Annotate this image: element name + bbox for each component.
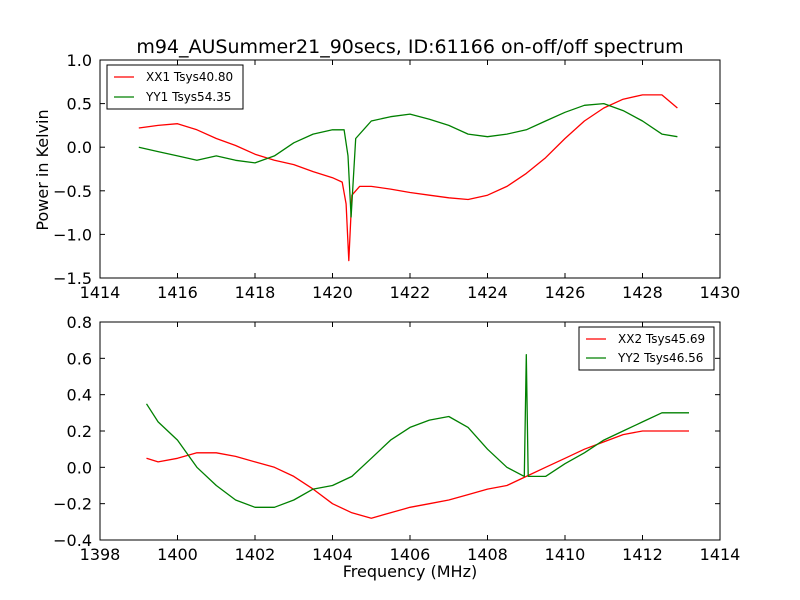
- top-x-tick-label: 1420: [312, 283, 353, 302]
- bottom-series-line-2: [145, 354, 689, 508]
- top-legend-label-xx1: XX1 Tsys40.80: [146, 70, 233, 84]
- bottom-plot-lines: [145, 354, 689, 519]
- bottom-x-tick-label: 1414: [700, 545, 741, 564]
- top-x-tick-label: 1428: [622, 283, 663, 302]
- top-plot-legend: XX1 Tsys40.80 YY1 Tsys54.35: [106, 64, 244, 110]
- top-x-tick-label: 1422: [390, 283, 431, 302]
- bottom-plot: Frequency (MHz) 1398 1400 1402 1404 1406 1408…: [53, 313, 740, 581]
- top-plot-y-axis-label: Power in Kelvin: [33, 109, 52, 230]
- top-plot-lines: [138, 94, 678, 262]
- bottom-legend-label-yy2: YY2 Tsys46.56: [617, 351, 703, 365]
- bottom-series-line-1: [146, 430, 689, 519]
- bottom-x-tick-label: 1412: [622, 545, 663, 564]
- top-x-tick-label: 1418: [235, 283, 276, 302]
- top-y-tick-label: −1.5: [53, 269, 92, 288]
- top-plot-ticks: 1414 1416 1418 1420 1422 1424 1426 1428 1430 −1.5…: [53, 51, 740, 302]
- bottom-y-tick-label: −0.2: [53, 495, 92, 514]
- top-plot: m94_AUSummer21_90secs, ID:61166 on-off/o…: [33, 36, 740, 302]
- bottom-legend-label-xx2: XX2 Tsys45.69: [618, 332, 705, 346]
- bottom-x-tick-label: 1408: [467, 545, 508, 564]
- top-legend-label-yy1: YY1 Tsys54.35: [145, 90, 231, 104]
- top-series-line-1: [138, 94, 678, 262]
- bottom-y-tick-label: −0.4: [53, 531, 92, 550]
- bottom-x-tick-label: 1398: [80, 545, 121, 564]
- bottom-plot-legend: XX2 Tsys45.69 YY2 Tsys46.56: [578, 326, 715, 371]
- top-plot-title: m94_AUSummer21_90secs, ID:61166 on-off/o…: [136, 36, 683, 58]
- bottom-y-tick-label: 0.2: [67, 422, 92, 441]
- bottom-plot-x-axis-label: Frequency (MHz): [343, 562, 477, 581]
- bottom-y-tick-label: 0.6: [67, 349, 92, 368]
- bottom-x-tick-label: 1406: [390, 545, 431, 564]
- top-x-tick-label: 1430: [700, 283, 741, 302]
- top-x-tick-label: 1414: [80, 283, 121, 302]
- top-y-tick-label: 0.0: [67, 138, 92, 157]
- bottom-x-tick-label: 1404: [312, 545, 353, 564]
- top-y-tick-label: −0.5: [53, 182, 92, 201]
- top-x-tick-label: 1416: [157, 283, 198, 302]
- top-y-tick-label: 0.5: [67, 95, 92, 114]
- bottom-x-tick-label: 1402: [235, 545, 276, 564]
- bottom-x-tick-label: 1400: [157, 545, 198, 564]
- top-y-tick-label: 1.0: [67, 51, 92, 70]
- top-x-tick-label: 1424: [467, 283, 508, 302]
- bottom-x-tick-label: 1410: [545, 545, 586, 564]
- bottom-plot-ticks: 1398 1400 1402 1404 1406 1408 1410 1412 1414 −0.4…: [53, 313, 740, 564]
- bottom-y-tick-label: 0.8: [67, 313, 92, 332]
- bottom-y-tick-label: 0.0: [67, 458, 92, 477]
- bottom-y-tick-label: 0.4: [67, 386, 92, 405]
- top-series-line-2: [138, 102, 678, 218]
- bottom-plot-legend-box: [578, 326, 715, 371]
- top-x-tick-label: 1426: [545, 283, 586, 302]
- top-plot-legend-box: [106, 64, 244, 110]
- top-y-tick-label: −1.0: [53, 225, 92, 244]
